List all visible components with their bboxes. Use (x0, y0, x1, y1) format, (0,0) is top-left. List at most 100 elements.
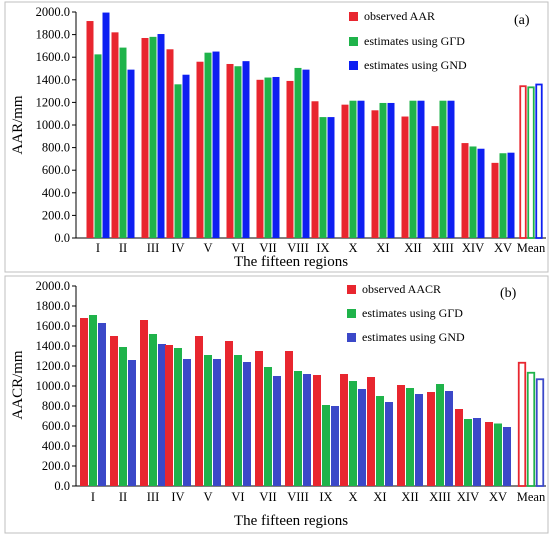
bar-gamma (494, 423, 502, 486)
bar-gnd (415, 394, 423, 486)
y-tick-label: 2000.0 (36, 5, 70, 19)
bar-gnd (128, 360, 136, 486)
bar-gnd (358, 389, 366, 486)
bar-gnd (473, 418, 481, 486)
bar-gamma (174, 348, 182, 486)
y-tick-label: 1200.0 (36, 359, 70, 373)
x-tick-label: VIII (287, 241, 309, 255)
bar-gamma (349, 381, 357, 486)
bar-mean-gamma (526, 371, 536, 487)
bar-gamma (319, 117, 327, 238)
legend-entry: observed AAR (364, 9, 435, 23)
bar-gnd (357, 100, 365, 238)
x-tick-label: III (147, 490, 160, 504)
bar-observed (286, 80, 294, 239)
x-tick-label: XI (373, 490, 386, 504)
x-tick-label: V (203, 241, 212, 255)
bar-gamma (119, 47, 127, 238)
x-tick-label: XII (404, 241, 421, 255)
bar-observed (165, 345, 173, 486)
bar-gamma (89, 315, 97, 486)
bar-mean-gamma (527, 86, 535, 239)
bar-gnd (242, 61, 250, 238)
x-tick-label: XIII (432, 241, 454, 255)
bar-gamma (234, 66, 242, 239)
y-tick-label: 1400.0 (36, 73, 70, 87)
bar-gnd (182, 74, 190, 238)
panel-frame (4, 1, 549, 273)
bar-observed (461, 143, 469, 238)
y-tick-label: 1400.0 (36, 339, 70, 353)
y-tick-label: 400.0 (42, 186, 70, 200)
bar-gnd (447, 100, 455, 238)
legend-swatch (349, 61, 358, 70)
bar-gamma (499, 153, 507, 238)
bar-mean-observed (519, 85, 527, 239)
bar-observed (141, 37, 149, 238)
bar-observed (313, 375, 321, 486)
x-tick-label: X (348, 241, 357, 255)
bar-observed (110, 336, 118, 486)
y-tick-label: 600.0 (42, 419, 70, 433)
bar-observed (341, 104, 349, 238)
bar-observed (431, 126, 439, 238)
legend-swatch (347, 309, 356, 318)
bar-observed (401, 116, 409, 238)
y-tick-label: 600.0 (42, 163, 70, 177)
x-tick-label: IV (171, 241, 184, 255)
bar-observed (111, 32, 119, 239)
y-tick-label: 2000.0 (36, 279, 70, 293)
x-tick-label: VII (259, 241, 276, 255)
bar-observed (166, 49, 174, 238)
bar-gnd (212, 51, 220, 238)
bar-gamma (406, 388, 414, 486)
x-tick-label: IX (319, 490, 332, 504)
legend-entry: estimates using GND (364, 58, 467, 72)
y-tick-label: 200.0 (42, 208, 70, 222)
bar-gnd (102, 12, 110, 238)
bar-observed (80, 318, 88, 486)
y-tick-label: 1000.0 (36, 118, 70, 132)
y-axis-label: AAR/mm (10, 95, 26, 155)
bar-gnd (273, 376, 281, 486)
x-tick-label: XV (494, 241, 512, 255)
y-tick-label: 800.0 (42, 399, 70, 413)
x-tick-label: XII (401, 490, 418, 504)
bar-gnd (213, 359, 221, 486)
y-tick-label: 1200.0 (36, 95, 70, 109)
y-tick-label: 1800.0 (36, 299, 70, 313)
x-tick-label: XIV (457, 490, 479, 504)
bar-gamma (464, 419, 472, 486)
y-tick-label: 0.0 (54, 479, 70, 493)
bar-gnd (127, 69, 135, 238)
bar-observed (367, 377, 375, 486)
bar-gnd (272, 76, 280, 238)
bar-gamma (94, 54, 102, 238)
panel-label: (b) (500, 286, 517, 301)
bar-observed (311, 101, 319, 239)
bar-gnd (417, 100, 425, 238)
x-tick-label: XIII (429, 490, 451, 504)
bar-gamma (439, 100, 447, 238)
bar-gnd (503, 427, 511, 486)
bar-gnd (98, 323, 106, 486)
bar-observed (225, 341, 233, 486)
y-tick-label: 800.0 (42, 141, 70, 155)
bar-gamma (379, 102, 387, 238)
legend-swatch (347, 285, 356, 294)
bar-mean-observed (517, 361, 527, 487)
bar-observed (196, 61, 204, 238)
x-tick-label: XIV (462, 241, 484, 255)
bar-gnd (477, 148, 485, 238)
panel-frame (4, 275, 549, 534)
x-tick-label: III (147, 241, 160, 255)
chart-panel-b: 0.0 200.0 400.0 600.0 800.0 1000.0 1200.0 1400.… (4, 275, 549, 534)
bar-observed (285, 351, 293, 486)
bar-gamma (149, 334, 157, 486)
bar-mean-gnd (535, 83, 543, 239)
bar-observed (256, 79, 264, 238)
bar-gamma (409, 100, 417, 238)
x-tick-label: VI (231, 241, 244, 255)
bar-gamma (294, 371, 302, 486)
